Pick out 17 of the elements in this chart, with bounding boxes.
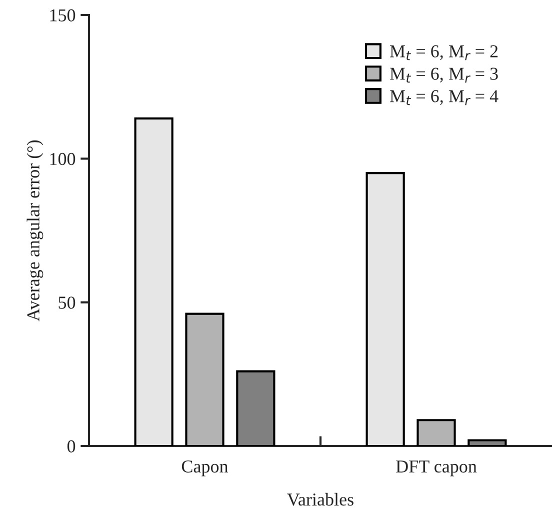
y-tick-label: 100 — [50, 152, 76, 166]
x-axis-title: Variables — [287, 492, 354, 506]
bar — [134, 117, 174, 446]
y-tick-label: 50 — [58, 296, 76, 309]
y-tick-label: 150 — [50, 9, 76, 22]
bar — [468, 439, 507, 446]
y-tick-label: 0 — [67, 440, 76, 452]
bar — [236, 370, 276, 446]
bar — [416, 419, 456, 446]
bar — [185, 312, 224, 446]
legend-label: M$_{t}$ = 6, M$_{r}$ = 4 — [390, 90, 498, 106]
x-tick-label: Capon — [182, 460, 228, 476]
legend-label: M$_{t}$ = 6, M$_{r}$ = 3 — [390, 68, 498, 83]
legend-label: M$_{t}$ = 6, M$_{r}$ = 2 — [390, 45, 498, 60]
y-axis-title: Average angular error (°) — [26, 140, 44, 322]
x-tick-label: DFT capon — [396, 460, 477, 476]
bar — [366, 172, 405, 446]
